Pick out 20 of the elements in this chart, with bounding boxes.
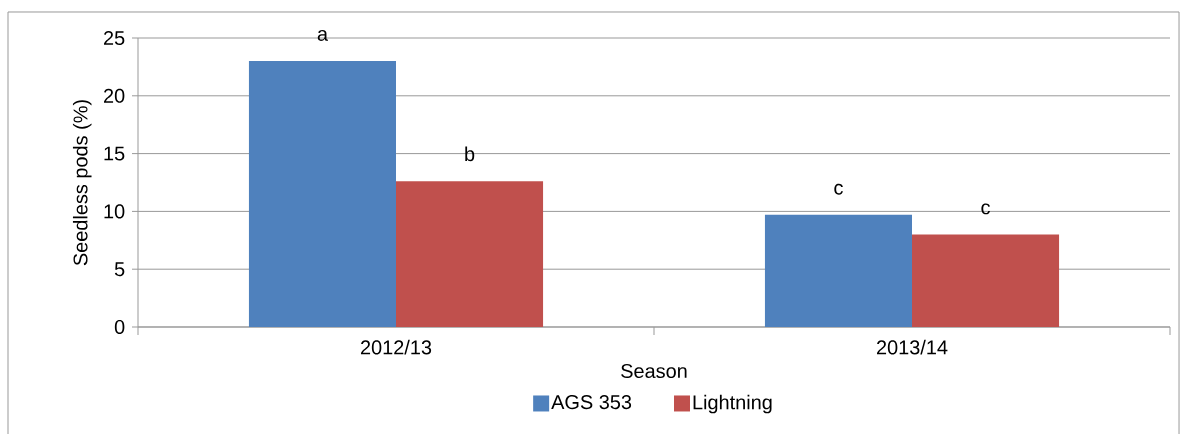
annotation: a [317,30,329,41]
y-tick-label: 20 [104,88,125,103]
y-axis-title: Seedless pods (%) [72,100,92,266]
bar [912,234,1060,327]
annotation: b [465,146,475,162]
legend-label: AGS 353 [551,395,632,410]
bar [396,181,544,327]
annotation: c [834,183,843,195]
y-tick-label: 25 [104,30,125,46]
annotation: c [981,203,990,215]
x-tick-label: 2012/13 [360,339,432,355]
x-tick-label: 2013/14 [876,339,948,355]
y-tick-label: 15 [104,146,125,161]
y-tick-label: 5 [114,262,125,277]
x-axis-title: Season [621,363,687,379]
y-tick-label: 0 [114,319,125,335]
bar [764,214,912,327]
y-tick-label: 10 [104,204,125,219]
bar [248,61,396,327]
legend-label: Lightning [693,394,772,414]
